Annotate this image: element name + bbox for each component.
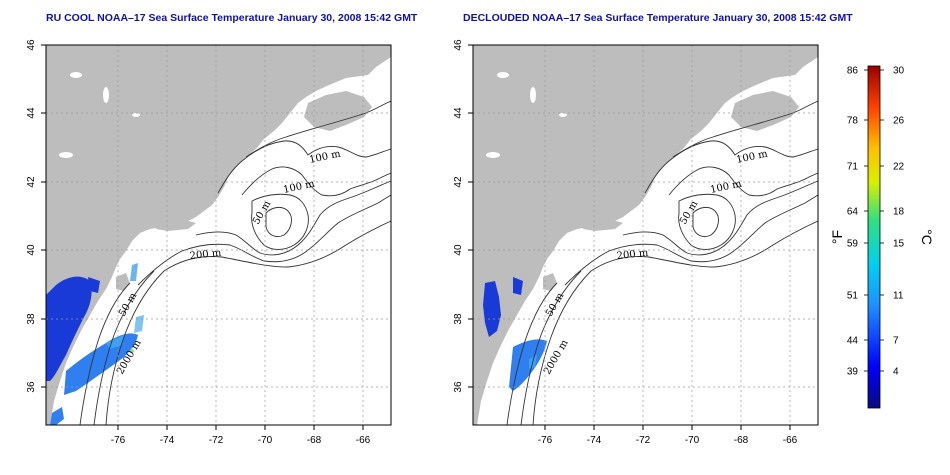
y-tick-label: 44: [26, 107, 37, 119]
axes-left: -76 -74 -72 -70 -68 -66 46 44 42 40 38 36: [26, 39, 371, 446]
sst-data-right: [483, 277, 547, 391]
fahrenheit-tick-label: 78: [847, 116, 859, 127]
lakes: [59, 72, 140, 158]
fahrenheit-tick-label: 64: [847, 207, 859, 218]
colorbar-gradient: [867, 65, 881, 409]
lakes: [486, 72, 567, 158]
y-tick-label: 40: [453, 244, 464, 256]
map-frame: [472, 44, 819, 426]
fahrenheit-tick-label: 51: [847, 291, 859, 302]
celsius-tick-label: 4: [893, 367, 899, 378]
x-tick-label: -74: [587, 435, 602, 446]
x-tick-label: -76: [538, 435, 553, 446]
y-tick-label: 44: [453, 107, 464, 119]
fahrenheit-label: °F: [829, 230, 845, 244]
x-tick-label: -68: [734, 435, 749, 446]
y-tick-label: 38: [453, 313, 464, 325]
fahrenheit-tick-label: 71: [847, 162, 859, 173]
y-tick-label: 36: [453, 381, 464, 393]
y-tick-label: 46: [453, 39, 464, 51]
x-tick-label: -72: [209, 435, 224, 446]
x-tick-label: -72: [636, 435, 651, 446]
x-tick-label: -66: [783, 435, 798, 446]
x-tick-label: -68: [307, 435, 322, 446]
celsius-tick-label: 18: [893, 207, 905, 218]
celsius-tick-label: 26: [893, 116, 905, 127]
fahrenheit-tick-label: 39: [847, 367, 859, 378]
celsius-tick-label: 11: [893, 291, 904, 302]
celsius-tick-label: 15: [893, 239, 905, 250]
sst-data-left: [46, 263, 144, 425]
map-panel-left: 100 m 100 m 50 m 200 m 50 m 2000 m: [45, 44, 392, 426]
y-tick-label: 42: [26, 176, 37, 188]
map-title-left: RU COOL NOAA–17 Sea Surface Temperature …: [46, 12, 418, 24]
x-tick-label: -74: [160, 435, 175, 446]
celsius-label: °C: [919, 229, 935, 245]
x-tick-label: -70: [258, 435, 273, 446]
celsius-tick-label: 22: [893, 162, 905, 173]
y-tick-label: 42: [453, 176, 464, 188]
axes-right: -76 -74 -72 -70 -68 -66 46 44 42 40 38 36: [453, 39, 798, 446]
y-tick-label: 46: [26, 39, 37, 51]
colorbar-ticks: 86 78 71 64 59 51 44 39 30 26 22 18 15 11 7 4: [847, 66, 905, 378]
y-tick-label: 38: [26, 313, 37, 325]
temperature-colorbar: 86 78 71 64 59 51 44 39 30 26 22 18 15 11 7 4 °F °C: [829, 66, 935, 409]
x-tick-label: -76: [111, 435, 126, 446]
fahrenheit-tick-label: 44: [847, 336, 859, 347]
y-tick-label: 40: [26, 244, 37, 256]
celsius-tick-label: 7: [893, 336, 899, 347]
x-tick-label: -70: [685, 435, 700, 446]
map-title-right: DECLOUDED NOAA–17 Sea Surface Temperatur…: [463, 12, 853, 24]
fahrenheit-tick-label: 59: [847, 239, 859, 250]
celsius-tick-label: 30: [893, 66, 905, 77]
map-frame: [45, 44, 392, 426]
y-tick-label: 36: [26, 381, 37, 393]
fahrenheit-tick-label: 86: [847, 66, 859, 77]
x-tick-label: -66: [356, 435, 371, 446]
contour-label-200m: 200 m: [616, 248, 649, 262]
contour-label-200m: 200 m: [189, 248, 222, 262]
map-panel-right: 100 m 100 m 50 m 200 m 50 m 2000 m: [472, 44, 819, 426]
